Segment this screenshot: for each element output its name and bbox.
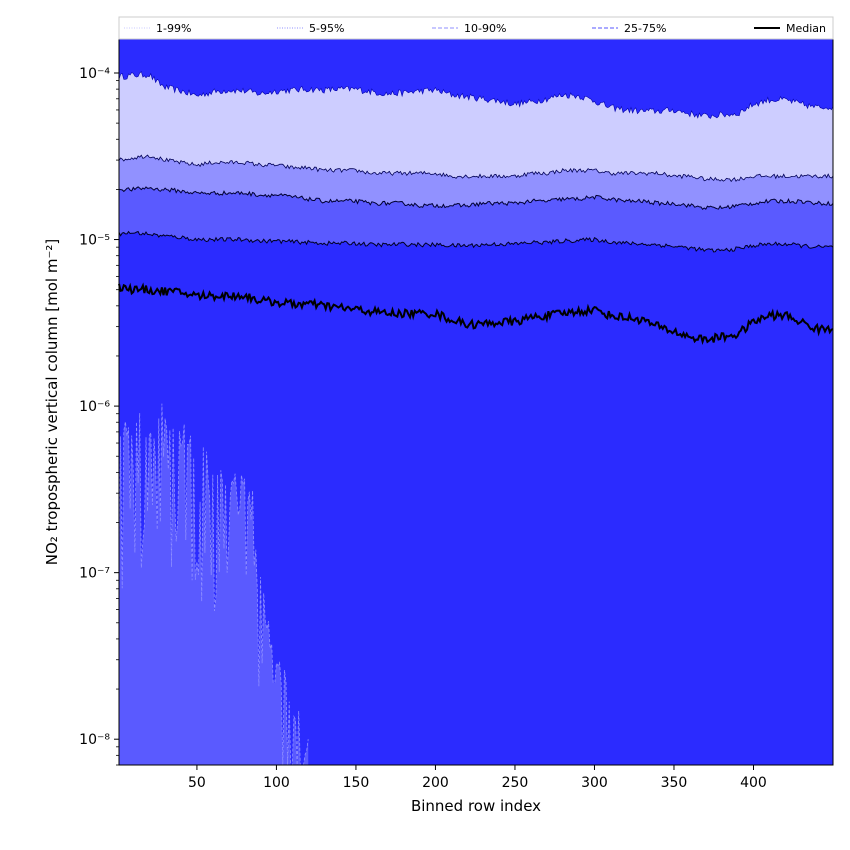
x-tick-label: 100 <box>263 775 290 791</box>
y-tick-label: 10⁻⁸ <box>79 732 110 748</box>
legend-label: 1-99% <box>156 22 191 35</box>
legend-label: 25-75% <box>624 22 666 35</box>
legend-label: Median <box>786 22 826 35</box>
x-tick-label: 250 <box>502 775 529 791</box>
plot-bands <box>119 39 833 766</box>
x-axis: 50 100 150 200 250 300 350 400 <box>188 765 767 791</box>
line-90 <box>118 186 834 211</box>
legend-label: 10-90% <box>464 22 506 35</box>
legend: 1-99% 5-95% 10-90% 25-75% Median <box>118 16 834 40</box>
y-axis-label: NO₂ tropospheric vertical column [mol m⁻… <box>43 239 61 565</box>
y-axis: 10⁻⁸ 10⁻⁷ 10⁻⁶ 10⁻⁵ 10⁻⁴ <box>79 66 119 766</box>
line-99 <box>118 71 834 119</box>
y-tick-label: 10⁻⁵ <box>79 233 110 249</box>
legend-label: 5-95% <box>309 22 344 35</box>
y-tick-label: 10⁻⁴ <box>79 66 110 82</box>
y-tick-label: 10⁻⁷ <box>79 566 110 582</box>
line-95 <box>118 154 834 183</box>
x-tick-label: 300 <box>581 775 608 791</box>
legend-frame <box>118 16 834 40</box>
x-tick-label: 350 <box>661 775 688 791</box>
x-tick-label: 200 <box>422 775 449 791</box>
y-tick-label: 10⁻⁶ <box>79 399 110 415</box>
line-25 <box>118 403 309 766</box>
x-axis-label: Binned row index <box>411 797 541 815</box>
band-10-25 <box>119 403 309 765</box>
plot-lines <box>118 71 834 766</box>
x-tick-label: 50 <box>188 775 206 791</box>
x-tick-label: 150 <box>343 775 370 791</box>
band-25-75-top <box>119 231 833 765</box>
line-75 <box>118 230 834 253</box>
line-median <box>118 282 834 345</box>
x-tick-label: 400 <box>740 775 767 791</box>
